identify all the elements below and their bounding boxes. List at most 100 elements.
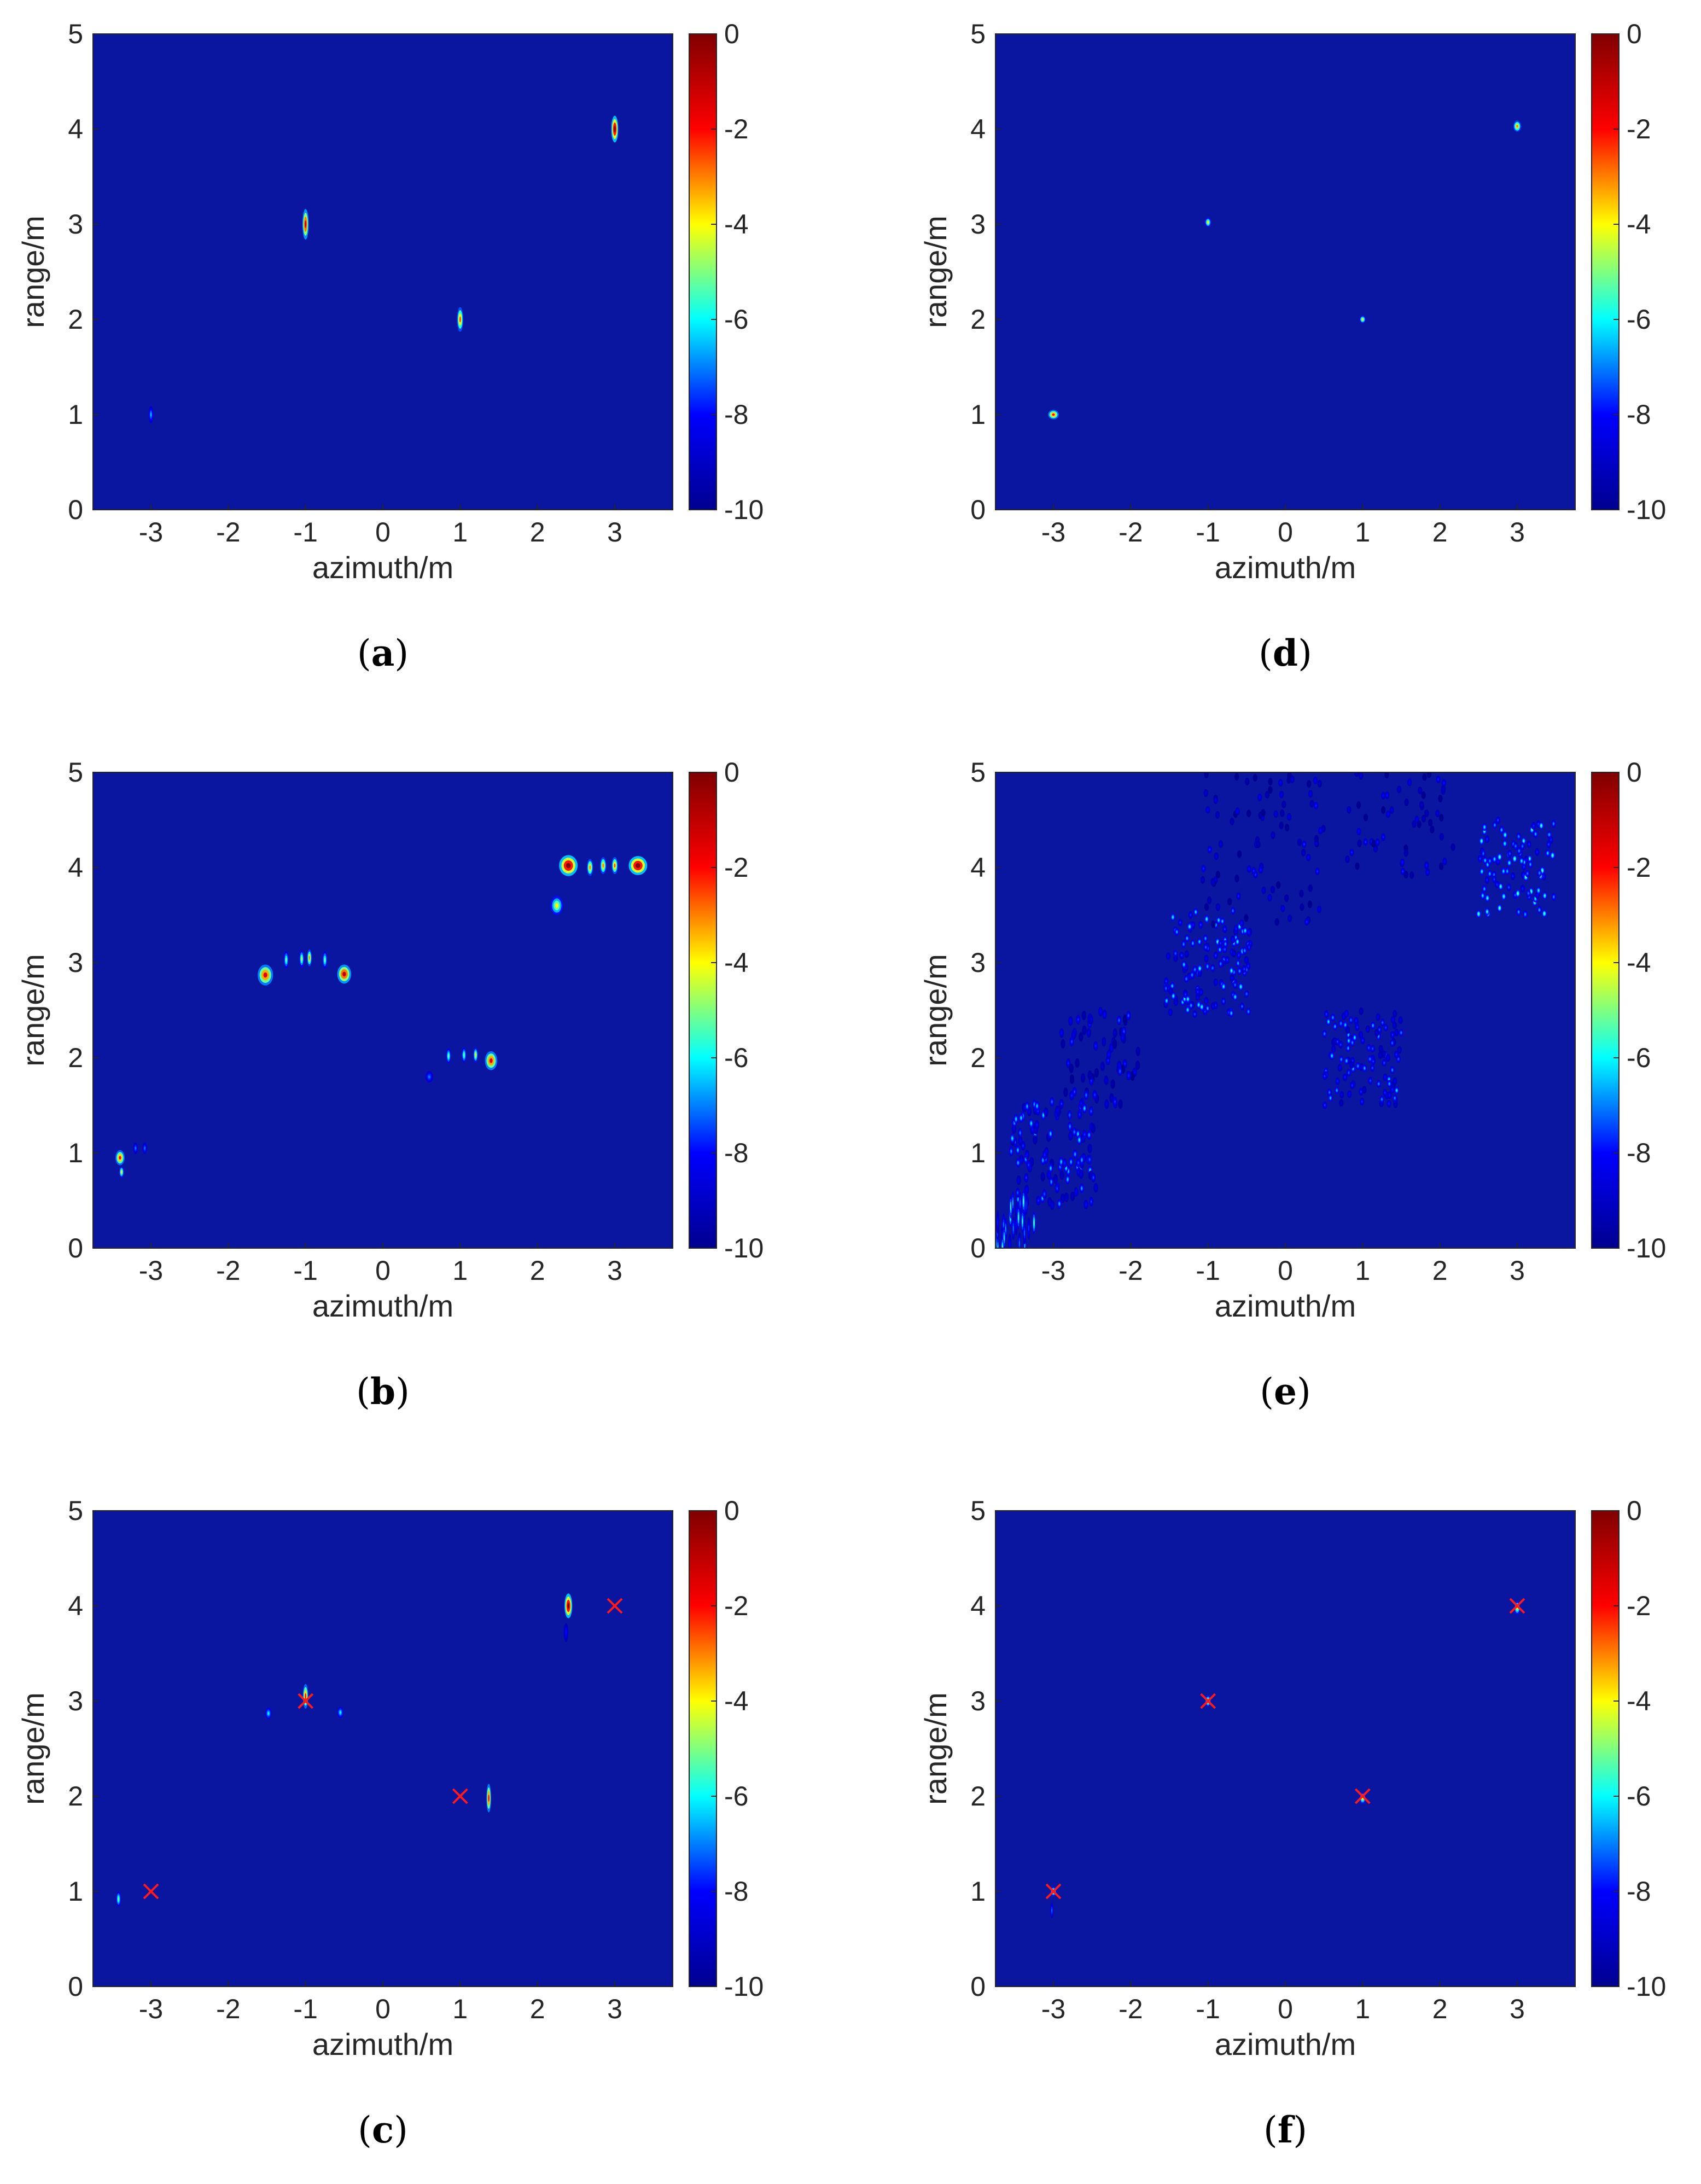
heatmap-blob	[1423, 794, 1424, 796]
heatmap-blob	[1212, 881, 1214, 883]
heatmap-blob	[636, 863, 640, 868]
heatmap-blob	[1286, 897, 1288, 899]
x-tick-label: -1	[1196, 1255, 1220, 1286]
heatmap-blob	[1220, 942, 1221, 945]
x-tick-label: 3	[607, 1994, 622, 2024]
heatmap-blob	[1430, 763, 1435, 771]
heatmap-blob	[1192, 942, 1193, 945]
heatmap-blob	[1393, 1084, 1394, 1086]
heatmap-blob	[1432, 766, 1433, 767]
heatmap-blob	[1434, 757, 1438, 765]
heatmap-blob	[1326, 1013, 1327, 1015]
x-tick-label: 2	[1432, 1994, 1448, 2024]
heatmap-blob	[602, 863, 604, 868]
heatmap-blob	[1365, 841, 1366, 843]
heatmap-blob	[1301, 892, 1302, 895]
heatmap-blob	[1384, 1076, 1386, 1079]
heatmap-blob	[1012, 1199, 1013, 1206]
heatmap-blob	[1351, 851, 1353, 854]
heatmap-blob	[1112, 1082, 1114, 1086]
colorbar-tick-label: 0	[1627, 757, 1642, 788]
heatmap-blob	[1379, 746, 1383, 753]
heatmap-blob	[1237, 940, 1238, 943]
heatmap-blob	[1531, 829, 1533, 831]
heatmap-blob	[1288, 816, 1290, 818]
heatmap-blob	[1018, 1214, 1019, 1221]
heatmap-blob	[1028, 1110, 1030, 1113]
heatmap-blob	[1364, 1088, 1365, 1091]
heatmap-blob	[1018, 1179, 1020, 1181]
heatmap-blob	[1406, 801, 1407, 803]
heatmap-blob	[1523, 861, 1525, 864]
heatmap-blob	[1068, 1062, 1069, 1065]
heatmap-blob	[1394, 1024, 1395, 1027]
heatmap-blob	[1528, 843, 1530, 846]
heatmap-blob	[1314, 779, 1316, 782]
heatmap-blob	[1391, 1088, 1393, 1091]
heatmap-blob	[1391, 809, 1393, 811]
target-marker	[298, 1693, 314, 1709]
heatmap-blob	[1377, 1016, 1379, 1018]
heatmap-blob	[1234, 983, 1236, 986]
heatmap-blob	[1213, 923, 1214, 925]
heatmap-blob	[1102, 1065, 1103, 1068]
y-axis-label: range/m	[918, 216, 953, 328]
heatmap-blob	[1071, 1195, 1074, 1198]
y-axis-label: range/m	[918, 1692, 953, 1804]
heatmap-blob	[1244, 929, 1246, 932]
heatmap-blob	[1320, 829, 1321, 832]
heatmap-blob	[1080, 1173, 1082, 1175]
heatmap-blob	[1344, 1024, 1346, 1026]
heatmap-blob	[1058, 1202, 1060, 1205]
panel-f: -3 -2 -1 0 1 2 3012345azimuth/mrange/m0-2-4-6-…	[918, 1495, 1666, 2151]
heatmap-blob	[1090, 1110, 1092, 1113]
heatmap-blob	[1280, 782, 1281, 784]
heatmap-blob	[1167, 955, 1169, 957]
heatmap-blob	[1358, 804, 1360, 806]
heatmap-blob	[1104, 1013, 1105, 1016]
heatmap-blob	[1094, 1093, 1096, 1096]
heatmap-blob	[1189, 975, 1190, 977]
heatmap-blob	[1092, 1127, 1094, 1130]
heatmap-blob	[1289, 774, 1290, 777]
heatmap-blob	[1205, 999, 1207, 1002]
heatmap-blob	[1022, 1218, 1023, 1225]
heatmap-blob	[1197, 996, 1198, 998]
heatmap-blob	[1429, 764, 1430, 765]
heatmap-blob	[1349, 1093, 1350, 1096]
heatmap-blob	[1552, 854, 1553, 857]
heatmap-blob	[1375, 848, 1377, 850]
heatmap-blob	[1207, 1007, 1208, 1010]
heatmap-blob	[1231, 977, 1233, 979]
y-tick-label: 4	[970, 1591, 986, 1621]
heatmap-blob	[1217, 873, 1219, 876]
heatmap-blob	[1202, 879, 1204, 881]
heatmap-blob	[1010, 1150, 1012, 1153]
heatmap-blob	[1194, 968, 1196, 971]
x-tick-label: -2	[1119, 517, 1143, 548]
heatmap-blob	[1415, 755, 1416, 756]
y-tick-label: 1	[970, 1876, 986, 1907]
heatmap-blob	[1518, 835, 1519, 838]
heatmap-blob	[1405, 743, 1407, 747]
heatmap-blob	[490, 1058, 493, 1063]
heatmap-blob	[1355, 761, 1358, 765]
heatmap-blob	[1434, 743, 1436, 747]
heatmap-blob	[1384, 1092, 1386, 1094]
heatmap-blob	[1356, 762, 1358, 766]
heatmap-blob	[1527, 872, 1528, 875]
heatmap-blob	[1311, 802, 1313, 805]
heatmap-blob	[1099, 1010, 1102, 1013]
heatmap-blob	[1553, 823, 1554, 825]
heatmap-blob	[1352, 1084, 1353, 1087]
heatmap-blob	[1440, 797, 1441, 800]
heatmap-blob	[1394, 1012, 1396, 1015]
heatmap-blob	[1106, 1103, 1108, 1106]
heatmap-blob	[1380, 1047, 1382, 1050]
heatmap-blob	[1224, 928, 1226, 930]
heatmap-blob	[1225, 942, 1226, 945]
heatmap-blob	[1433, 742, 1437, 749]
heatmap-blob	[1291, 778, 1293, 781]
colorbar-tick-label: 0	[1627, 19, 1642, 49]
heatmap-blob	[1026, 1153, 1028, 1156]
